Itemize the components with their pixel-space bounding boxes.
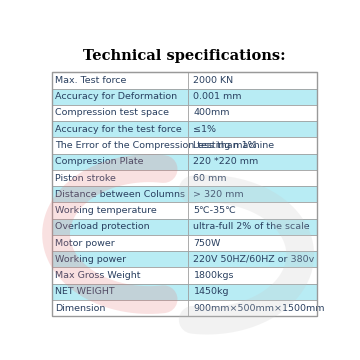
Bar [52,72,317,316]
Bar [52,121,189,138]
Bar [52,235,189,251]
Text: Distance between Columns: Distance between Columns [55,190,185,199]
Text: Piston stroke: Piston stroke [55,174,116,183]
Bar [189,170,317,186]
Bar [52,219,189,235]
Bar [189,202,317,219]
Text: Max Gross Weight: Max Gross Weight [55,271,141,280]
Bar [189,235,317,251]
Bar [52,72,189,89]
Bar [52,154,189,170]
Bar [189,89,317,105]
Text: Overload protection: Overload protection [55,222,150,231]
Bar [189,186,317,202]
Text: 220 *220 mm: 220 *220 mm [193,157,259,166]
Text: Compression Plate: Compression Plate [55,157,144,166]
Bar [189,251,317,267]
Bar [52,267,189,284]
Text: Dimension: Dimension [55,303,106,312]
Bar [189,138,317,154]
Text: 1450kg: 1450kg [193,287,229,296]
Text: Max. Test force: Max. Test force [55,76,127,85]
Text: 1800kgs: 1800kgs [193,271,234,280]
Bar [52,170,189,186]
Bar [52,300,189,316]
Text: The Error of the Compression testing machine: The Error of the Compression testing mac… [55,141,274,150]
Text: Less than 1%: Less than 1% [193,141,257,150]
Text: 2000 KN: 2000 KN [193,76,234,85]
Text: ultra-full 2% of the scale: ultra-full 2% of the scale [193,222,310,231]
Bar [52,251,189,267]
Text: Accuracy for Deformation: Accuracy for Deformation [55,92,177,101]
Text: Compression test space: Compression test space [55,108,169,117]
Text: Motor power: Motor power [55,239,115,248]
Bar [52,105,189,121]
Bar [52,89,189,105]
Text: NET WEIGHT: NET WEIGHT [55,287,115,296]
Bar [52,186,189,202]
Text: Working temperature: Working temperature [55,206,157,215]
Text: ≤1%: ≤1% [193,125,216,134]
Text: Working power: Working power [55,255,126,264]
Bar [52,284,189,300]
Bar [189,121,317,138]
Bar [189,219,317,235]
Bar [52,202,189,219]
Text: Technical specifications:: Technical specifications: [83,49,286,63]
Bar [189,267,317,284]
Text: 0.001 mm: 0.001 mm [193,92,242,101]
Bar [189,72,317,89]
Text: 900mm×500mm×1500mm: 900mm×500mm×1500mm [193,303,325,312]
Text: 750W: 750W [193,239,221,248]
Text: 220V 50HZ/60HZ or 380v: 220V 50HZ/60HZ or 380v [193,255,315,264]
Text: 5℃-35℃: 5℃-35℃ [193,206,236,215]
Bar [189,105,317,121]
Text: Accuracy for the test force: Accuracy for the test force [55,125,182,134]
Bar [189,154,317,170]
Bar [52,138,189,154]
Bar [189,284,317,300]
Text: > 320 mm: > 320 mm [193,190,244,199]
Text: 400mm: 400mm [193,108,230,117]
Bar [189,300,317,316]
Text: 60 mm: 60 mm [193,174,227,183]
